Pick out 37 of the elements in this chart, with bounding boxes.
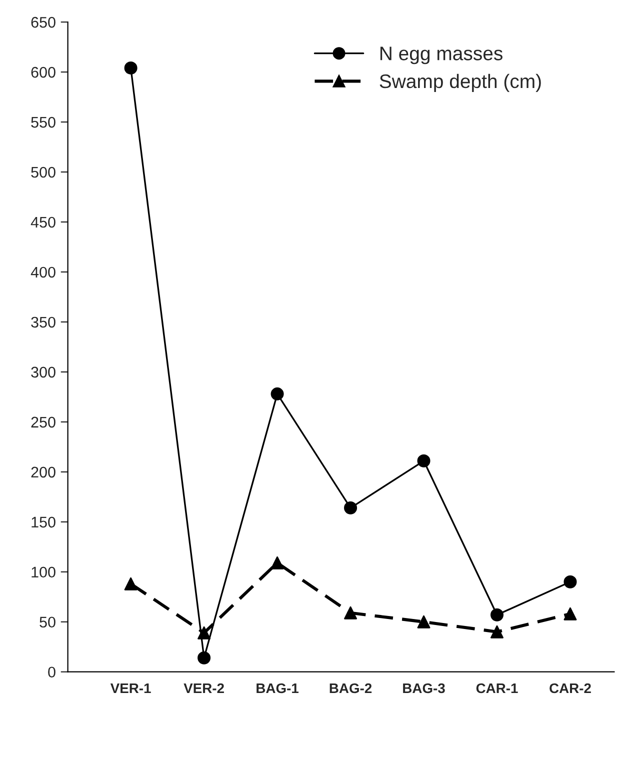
x-tick-label: BAG-2 — [330, 683, 372, 694]
point — [417, 615, 430, 628]
y-tick-label: 500 — [31, 166, 56, 178]
x-tick-label: VER-2 — [184, 683, 224, 694]
y-tick-label: 150 — [32, 516, 56, 528]
y-tick-label: 350 — [31, 316, 56, 328]
point — [417, 454, 430, 468]
y-tick-label: 600 — [31, 66, 56, 78]
point — [564, 575, 577, 588]
point — [124, 577, 138, 590]
x-tick-label: CAR-1 — [476, 683, 518, 694]
y-tick-label: 300 — [31, 366, 56, 378]
x-tick-label: CAR-2 — [550, 683, 591, 694]
x-tick-label: BAG-3 — [403, 683, 445, 694]
y-tick-label: 50 — [40, 616, 56, 628]
y-tick-label: 450 — [30, 216, 56, 228]
point — [344, 501, 358, 514]
point — [344, 606, 358, 620]
y-tick-label: 100 — [32, 566, 56, 578]
legend-label: Swamp depth (cm) — [380, 74, 541, 92]
point — [198, 626, 211, 640]
x-tick-label: BAG-1 — [256, 683, 299, 694]
y-tick-label: 400 — [30, 266, 56, 278]
x-tick-label: VER-1 — [110, 683, 151, 694]
point — [564, 607, 577, 620]
point — [490, 625, 504, 638]
y-tick-label: 650 — [31, 16, 56, 28]
y-tick-label: 250 — [31, 416, 56, 428]
point — [490, 608, 504, 622]
y-tick-label: 200 — [31, 466, 56, 478]
point — [124, 62, 138, 75]
legend-label: N egg masses — [380, 46, 502, 64]
point — [270, 387, 284, 400]
point — [270, 556, 284, 570]
y-tick-label: 0 — [48, 666, 56, 678]
point — [198, 651, 211, 664]
y-tick-label: 550 — [31, 116, 56, 128]
